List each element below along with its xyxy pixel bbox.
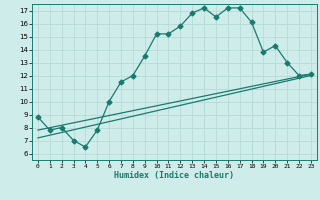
X-axis label: Humidex (Indice chaleur): Humidex (Indice chaleur): [115, 171, 234, 180]
